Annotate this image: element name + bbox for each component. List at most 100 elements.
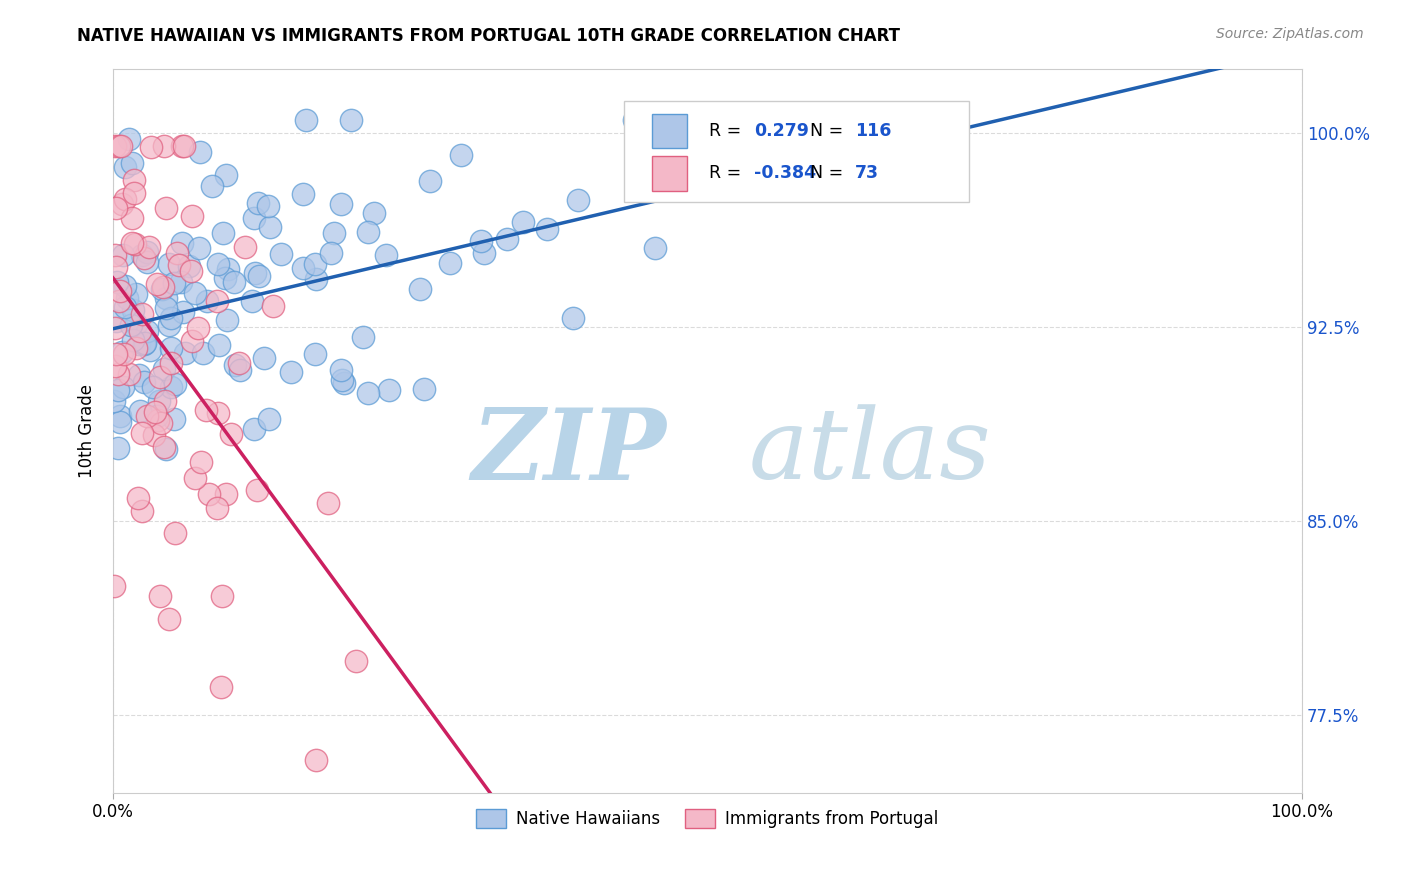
Text: 0.279: 0.279 [754, 122, 808, 140]
FancyBboxPatch shape [624, 101, 969, 202]
Point [131, 248, 153, 262]
Point [149, 370, 172, 384]
Point [148, 413, 170, 427]
Point [201, 178, 224, 193]
Point [122, 173, 145, 187]
Point [138, 240, 160, 254]
Point [181, 334, 204, 348]
Point [172, 304, 194, 318]
FancyBboxPatch shape [651, 113, 688, 148]
Point [191, 345, 214, 359]
Point [157, 318, 180, 333]
Point [215, 168, 238, 182]
Point [567, 193, 589, 207]
Point [211, 589, 233, 603]
Point [183, 286, 205, 301]
Point [323, 226, 346, 240]
Text: N =: N = [810, 122, 848, 140]
Point [104, 248, 127, 262]
Point [112, 347, 135, 361]
Point [105, 275, 128, 289]
Point [450, 148, 472, 162]
Point [170, 235, 193, 250]
Point [107, 383, 129, 397]
Point [316, 496, 339, 510]
Point [304, 257, 326, 271]
Point [114, 300, 136, 314]
Point [146, 409, 169, 423]
Point [190, 145, 212, 160]
Point [257, 199, 280, 213]
Point [111, 345, 134, 359]
Point [153, 394, 176, 409]
Point [124, 342, 146, 356]
Point [107, 139, 129, 153]
Point [159, 311, 181, 326]
Point [104, 359, 127, 373]
Point [118, 367, 141, 381]
Text: ZIP: ZIP [471, 404, 666, 500]
Point [215, 487, 238, 501]
Point [166, 246, 188, 260]
Point [146, 277, 169, 291]
Point [149, 589, 172, 603]
Point [121, 333, 143, 347]
Point [207, 257, 229, 271]
Point [174, 345, 197, 359]
Point [111, 196, 134, 211]
Point [247, 268, 270, 283]
Point [142, 427, 165, 442]
Point [121, 211, 143, 226]
Point [124, 186, 146, 201]
Point [107, 441, 129, 455]
Point [135, 244, 157, 259]
Point [165, 376, 187, 391]
Point [155, 301, 177, 315]
Point [194, 402, 217, 417]
Point [114, 192, 136, 206]
Point [153, 440, 176, 454]
Point [131, 504, 153, 518]
Point [207, 338, 229, 352]
Point [439, 256, 461, 270]
Point [124, 236, 146, 251]
Point [242, 422, 264, 436]
Point [374, 247, 396, 261]
Point [180, 263, 202, 277]
Point [157, 257, 180, 271]
Point [163, 526, 186, 541]
Point [143, 405, 166, 419]
Point [153, 361, 176, 376]
Point [103, 579, 125, 593]
Point [107, 367, 129, 381]
Point [134, 335, 156, 350]
Text: R =: R = [709, 122, 747, 140]
Point [128, 337, 150, 351]
Point [104, 201, 127, 215]
Point [412, 382, 434, 396]
Point [409, 282, 432, 296]
Point [114, 160, 136, 174]
Point [224, 358, 246, 372]
Point [163, 412, 186, 426]
Point [104, 139, 127, 153]
Point [128, 368, 150, 382]
Point [305, 272, 328, 286]
Point [246, 196, 269, 211]
Point [159, 380, 181, 394]
Point [150, 282, 173, 296]
Point [112, 248, 135, 262]
Point [280, 365, 302, 379]
Point [173, 139, 195, 153]
Point [136, 325, 159, 339]
Point [110, 139, 132, 153]
Legend: Native Hawaiians, Immigrants from Portugal: Native Hawaiians, Immigrants from Portug… [470, 803, 945, 835]
Point [339, 113, 361, 128]
Point [188, 241, 211, 255]
Point [641, 156, 664, 170]
Point [110, 409, 132, 423]
Point [104, 320, 127, 334]
Point [295, 113, 318, 128]
Point [105, 260, 128, 274]
Point [108, 284, 131, 298]
